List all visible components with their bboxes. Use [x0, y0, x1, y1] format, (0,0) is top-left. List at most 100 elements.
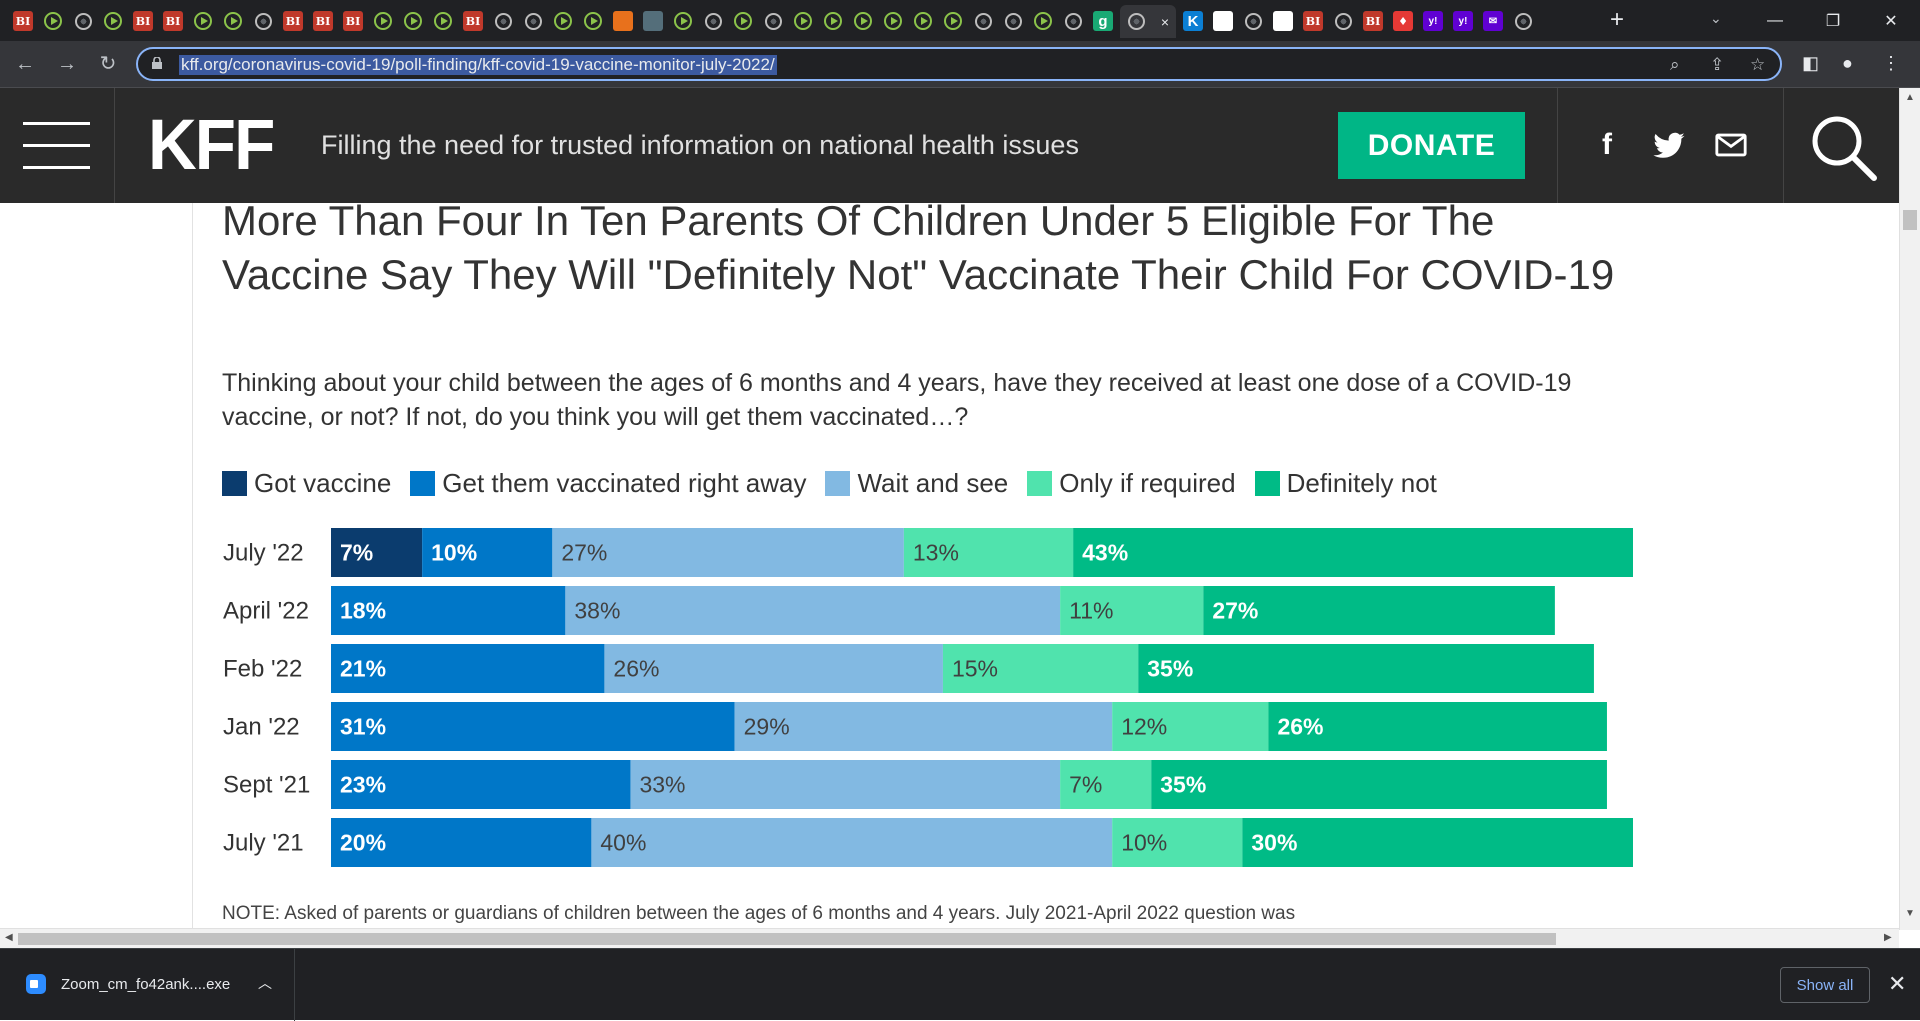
- browser-tab[interactable]: BI: [280, 8, 306, 34]
- twitter-icon[interactable]: [1652, 128, 1686, 162]
- browser-tab[interactable]: BI: [310, 8, 336, 34]
- chevron-up-icon[interactable]: ︿: [258, 975, 272, 991]
- browser-tab[interactable]: y!: [1420, 8, 1446, 34]
- hamburger-menu-icon[interactable]: [23, 122, 90, 170]
- browser-tab[interactable]: y!: [1450, 8, 1476, 34]
- scroll-right-icon[interactable]: ▶: [1884, 932, 1892, 943]
- browser-tab[interactable]: K: [1180, 8, 1206, 34]
- forward-icon[interactable]: →: [57, 53, 77, 75]
- menu-dots-icon[interactable]: ⋮: [1882, 53, 1900, 73]
- browser-tab[interactable]: [760, 8, 786, 34]
- browser-tab[interactable]: [640, 8, 666, 34]
- scroll-down-icon[interactable]: ▼: [1905, 908, 1915, 919]
- zoom-icon[interactable]: ⌕: [1670, 55, 1680, 74]
- bi-icon: BI: [133, 11, 153, 31]
- browser-tab[interactable]: [820, 8, 846, 34]
- new-tab-button[interactable]: +: [1609, 6, 1624, 33]
- browser-tab[interactable]: [910, 8, 936, 34]
- browser-tab[interactable]: g: [1090, 8, 1116, 34]
- browser-tab[interactable]: BI: [1360, 8, 1386, 34]
- browser-tab[interactable]: [190, 8, 216, 34]
- browser-tab[interactable]: [1510, 8, 1536, 34]
- browser-tab[interactable]: [940, 8, 966, 34]
- address-bar[interactable]: kff.org/coronavirus-covid-19/poll-findin…: [136, 47, 1782, 81]
- browser-tab[interactable]: [220, 8, 246, 34]
- browser-tab[interactable]: BI: [160, 8, 186, 34]
- bookmark-icon: [613, 11, 633, 31]
- download-item[interactable]: Zoom_cm_fo42ank....exe ︿: [0, 949, 295, 1021]
- download-file-name[interactable]: Zoom_cm_fo42ank....exe: [61, 976, 231, 993]
- browser-tab[interactable]: [1060, 8, 1086, 34]
- browser-tab[interactable]: [100, 8, 126, 34]
- browser-tab[interactable]: [250, 8, 276, 34]
- vertical-scroll-thumb[interactable]: [1903, 210, 1917, 230]
- data-label: 26%: [613, 656, 659, 682]
- browser-tab[interactable]: [1240, 8, 1266, 34]
- back-icon[interactable]: ←: [15, 53, 35, 75]
- browser-tab[interactable]: [40, 8, 66, 34]
- play-icon: [373, 11, 393, 31]
- legend-swatch: [825, 471, 851, 496]
- browser-tab[interactable]: [550, 8, 576, 34]
- tab-search-icon[interactable]: ⌄: [1710, 10, 1722, 26]
- browser-tab[interactable]: [700, 8, 726, 34]
- browser-tab[interactable]: ♦: [1390, 8, 1416, 34]
- donate-button[interactable]: DONATE: [1338, 112, 1525, 179]
- browser-tab[interactable]: [880, 8, 906, 34]
- close-window-icon[interactable]: ✕: [1884, 12, 1898, 30]
- browser-tab[interactable]: BI: [130, 8, 156, 34]
- browser-tab[interactable]: [790, 8, 816, 34]
- horizontal-scrollbar[interactable]: ◀ ▶: [0, 928, 1899, 948]
- reload-icon[interactable]: ↻: [99, 53, 117, 75]
- browser-tab[interactable]: BI: [340, 8, 366, 34]
- browser-tab[interactable]: [70, 8, 96, 34]
- category-label: Jan '22: [223, 714, 300, 741]
- browser-tab[interactable]: [580, 8, 606, 34]
- browser-tab[interactable]: [430, 8, 456, 34]
- active-browser-tab[interactable]: ×: [1120, 5, 1176, 38]
- site-header: KFF Filling the need for trusted informa…: [0, 88, 1899, 203]
- browser-tab[interactable]: [1210, 8, 1236, 34]
- scroll-up-icon[interactable]: ▲: [1905, 92, 1915, 103]
- browser-tab[interactable]: [520, 8, 546, 34]
- data-label: 12%: [1121, 714, 1167, 740]
- browser-tab[interactable]: [1330, 8, 1356, 34]
- tab-close-icon[interactable]: ×: [1160, 13, 1170, 30]
- browser-tab[interactable]: ✉: [1480, 8, 1506, 34]
- browser-tab[interactable]: [400, 8, 426, 34]
- play-icon: [733, 11, 753, 31]
- bar-segment: [331, 760, 631, 809]
- browser-tab[interactable]: [490, 8, 516, 34]
- share-icon[interactable]: ⇪: [1710, 55, 1725, 74]
- browser-tab[interactable]: [970, 8, 996, 34]
- browser-tab[interactable]: [610, 8, 636, 34]
- browser-tab[interactable]: [1000, 8, 1026, 34]
- tab-list: BI BI BI BI BI BI BI g × K BI BI ♦ y! y! ✉: [10, 5, 1536, 38]
- browser-tab[interactable]: [850, 8, 876, 34]
- browser-tab[interactable]: [730, 8, 756, 34]
- globe-icon: [703, 11, 723, 31]
- horizontal-scroll-thumb[interactable]: [18, 933, 1556, 945]
- minimize-icon[interactable]: —: [1767, 11, 1783, 29]
- close-shelf-icon[interactable]: ✕: [1888, 971, 1907, 996]
- browser-tab[interactable]: BI: [1300, 8, 1326, 34]
- restore-icon[interactable]: ❐: [1825, 12, 1841, 30]
- search-icon[interactable]: [1810, 114, 1878, 182]
- scroll-left-icon[interactable]: ◀: [5, 932, 13, 943]
- browser-tab[interactable]: [370, 8, 396, 34]
- show-all-button[interactable]: Show all: [1780, 967, 1870, 1003]
- facebook-icon[interactable]: f: [1602, 128, 1612, 161]
- browser-tab[interactable]: BI: [460, 8, 486, 34]
- browser-tab[interactable]: [1270, 8, 1296, 34]
- profile-icon[interactable]: ●: [1842, 53, 1853, 73]
- browser-tab[interactable]: BI: [10, 8, 36, 34]
- vertical-scrollbar[interactable]: ▲ ▼: [1899, 88, 1920, 930]
- url-text[interactable]: kff.org/coronavirus-covid-19/poll-findin…: [179, 55, 777, 75]
- side-panel-icon[interactable]: ◧: [1802, 53, 1820, 73]
- bar-segment: [331, 586, 566, 635]
- kff-logo[interactable]: KFF: [148, 106, 275, 185]
- browser-tab[interactable]: [1030, 8, 1056, 34]
- browser-tab[interactable]: [670, 8, 696, 34]
- email-icon[interactable]: [1714, 128, 1748, 162]
- bookmark-star-icon[interactable]: ☆: [1750, 55, 1766, 74]
